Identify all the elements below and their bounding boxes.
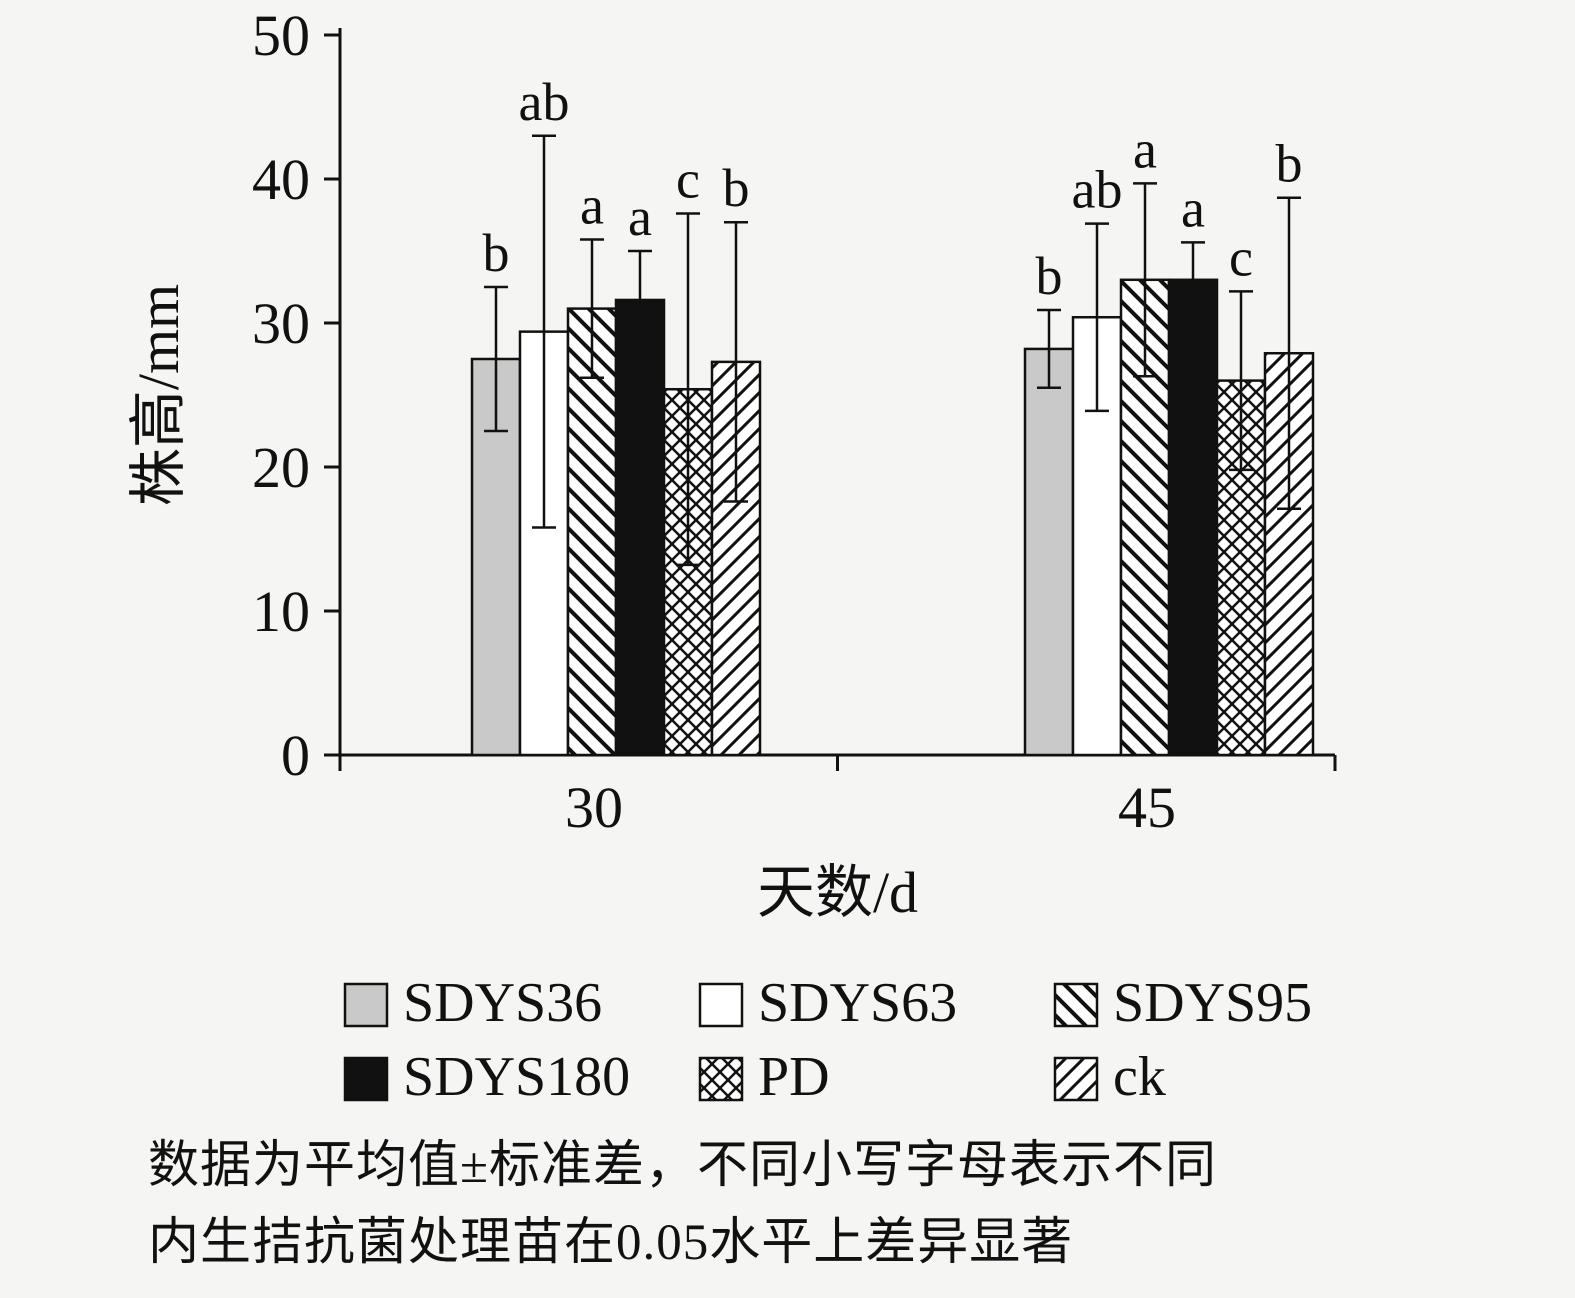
bar-SDYS36-45: [1023, 347, 1075, 757]
legend-swatch-SDYS63: [698, 982, 744, 1028]
bar-SDYS180-30: [614, 298, 666, 757]
legend-label-SDYS180: SDYS180: [403, 1046, 630, 1108]
significance-letter: b: [723, 158, 750, 218]
significance-letter: ab: [1072, 160, 1123, 220]
caption-line-2: 内生拮抗菌处理苗在0.05水平上差异显著: [148, 1215, 1074, 1271]
bar-SDYS95-30: [566, 307, 618, 757]
significance-letter: a: [628, 187, 652, 247]
significance-letter: a: [1181, 178, 1205, 238]
legend-label-SDYS63: SDYS63: [758, 972, 957, 1034]
bar-SDYS180-45: [1167, 278, 1219, 757]
y-tick-label: 40: [252, 147, 310, 212]
y-tick-label: 30: [252, 291, 310, 356]
figure-caption: 数据为平均值±标准差，不同小写字母表示不同 内生拮抗菌处理苗在0.05水平上差异…: [148, 1128, 1478, 1282]
legend-swatch-SDYS36: [343, 982, 389, 1028]
significance-letter: a: [580, 175, 604, 235]
x-category-label: 30: [565, 775, 623, 840]
significance-letter: c: [1229, 227, 1253, 287]
legend-label-SDYS95: SDYS95: [1113, 972, 1312, 1034]
x-category-label: 45: [1118, 775, 1176, 840]
legend-swatch-PD: [698, 1056, 744, 1102]
y-tick-label: 0: [281, 723, 310, 788]
legend-swatch-ck: [1053, 1056, 1099, 1102]
significance-letter: b: [1036, 246, 1063, 306]
legend-swatch-SDYS95: [1053, 982, 1099, 1028]
caption-line-1: 数据为平均值±标准差，不同小写字母表示不同: [148, 1138, 1217, 1194]
significance-letter: a: [1133, 119, 1157, 179]
x-axis-title: 天数/d: [757, 860, 918, 925]
y-axis-title: 株高/mm: [126, 284, 191, 506]
y-tick-label: 10: [252, 579, 310, 644]
significance-letter: b: [483, 223, 510, 283]
y-tick-label: 20: [252, 435, 310, 500]
significance-letter: ab: [519, 72, 570, 132]
legend-swatch-SDYS180: [343, 1056, 389, 1102]
significance-letter: b: [1276, 134, 1303, 194]
legend-label-SDYS36: SDYS36: [403, 972, 602, 1034]
y-tick-label: 50: [252, 3, 310, 68]
legend-label-PD: PD: [758, 1046, 830, 1108]
legend-label-ck: ck: [1113, 1046, 1166, 1108]
significance-letter: c: [676, 150, 700, 210]
